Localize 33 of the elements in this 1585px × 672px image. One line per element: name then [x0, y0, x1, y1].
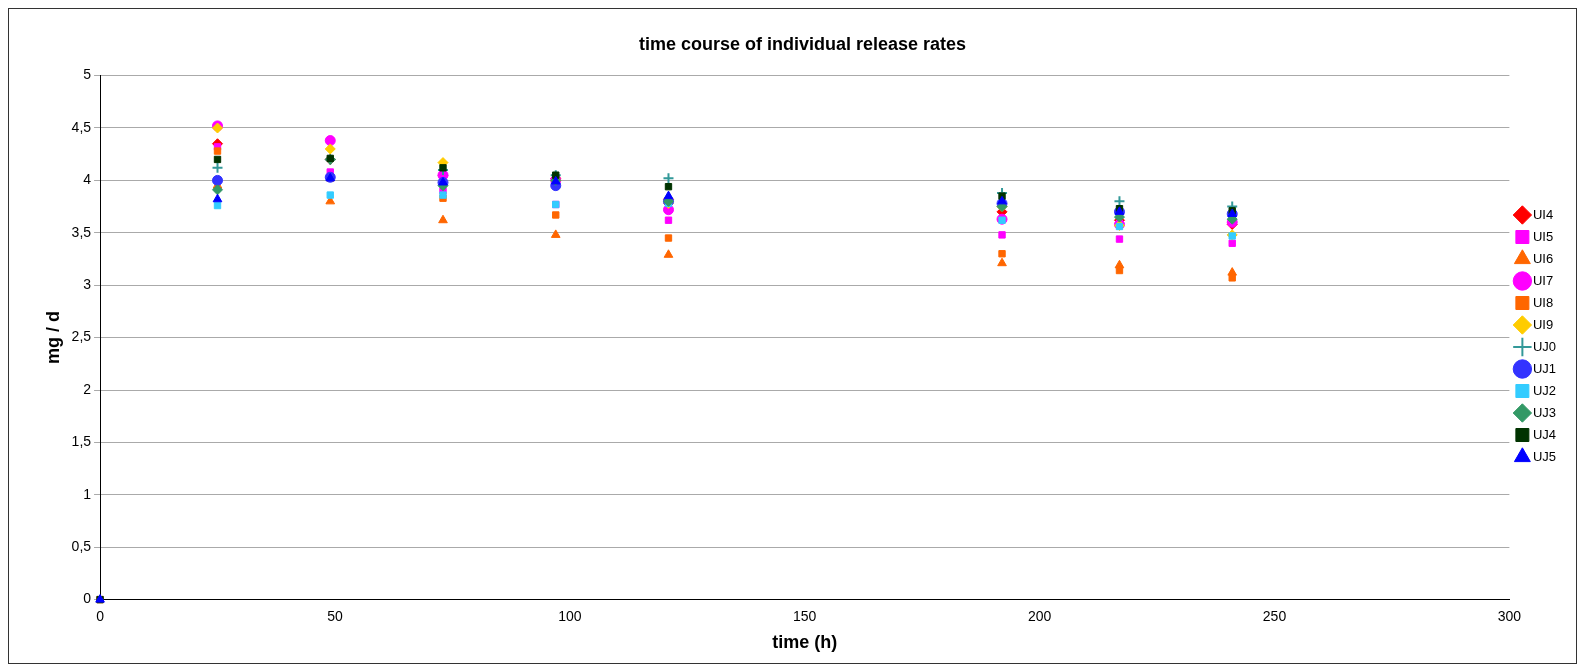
x-tick-label: 100 [558, 607, 582, 624]
legend-label: UJ1 [1532, 360, 1557, 376]
y-tick-label: 0 [83, 590, 92, 607]
y-tick-label: 2,5 [71, 328, 92, 345]
y-tick-label: 0,5 [71, 538, 92, 555]
x-tick-label: 250 [1262, 607, 1287, 624]
x-tick-label: 300 [1497, 607, 1522, 624]
y-tick-label: 2 [83, 380, 92, 397]
y-tick-label: 4 [83, 171, 92, 188]
y-tick-label: 1 [83, 485, 92, 502]
y-tick-label: 4,5 [71, 118, 92, 135]
y-tick-label: 5 [83, 66, 92, 83]
x-tick-label: 0 [96, 607, 105, 624]
legend-label: UJ4 [1532, 426, 1557, 442]
x-tick-label: 150 [793, 607, 817, 624]
legend-label: UI6 [1532, 250, 1554, 266]
legend-label: UJ2 [1532, 382, 1557, 398]
x-axis-title: time (h) [772, 632, 838, 653]
legend-label: UJ5 [1532, 448, 1557, 464]
y-tick-label: 3,5 [71, 223, 92, 240]
legend-label: UI8 [1532, 294, 1554, 310]
x-tick-label: 50 [327, 607, 343, 624]
chart-title: time course of individual release rates [638, 33, 967, 54]
legend-label: UI7 [1532, 272, 1554, 288]
legend-label: UI4 [1532, 206, 1554, 222]
legend-label: UJ3 [1532, 404, 1557, 420]
y-axis-title: mg / d [42, 311, 63, 365]
y-tick-label: 1,5 [71, 433, 92, 450]
y-tick-label: 3 [83, 276, 92, 293]
legend-label: UI5 [1532, 228, 1554, 244]
legend-label: UI9 [1532, 316, 1554, 332]
x-tick-label: 200 [1027, 607, 1052, 624]
legend-label: UJ0 [1532, 338, 1557, 354]
